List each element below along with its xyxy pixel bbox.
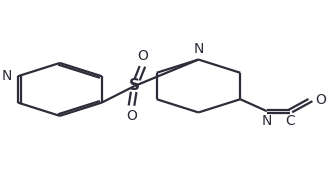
Text: O: O xyxy=(126,109,137,123)
Text: O: O xyxy=(137,49,148,63)
Text: N: N xyxy=(262,114,272,128)
Text: O: O xyxy=(315,93,326,107)
Text: N: N xyxy=(193,42,204,56)
Text: C: C xyxy=(285,114,295,128)
Text: S: S xyxy=(129,78,140,94)
Text: N: N xyxy=(2,69,12,83)
